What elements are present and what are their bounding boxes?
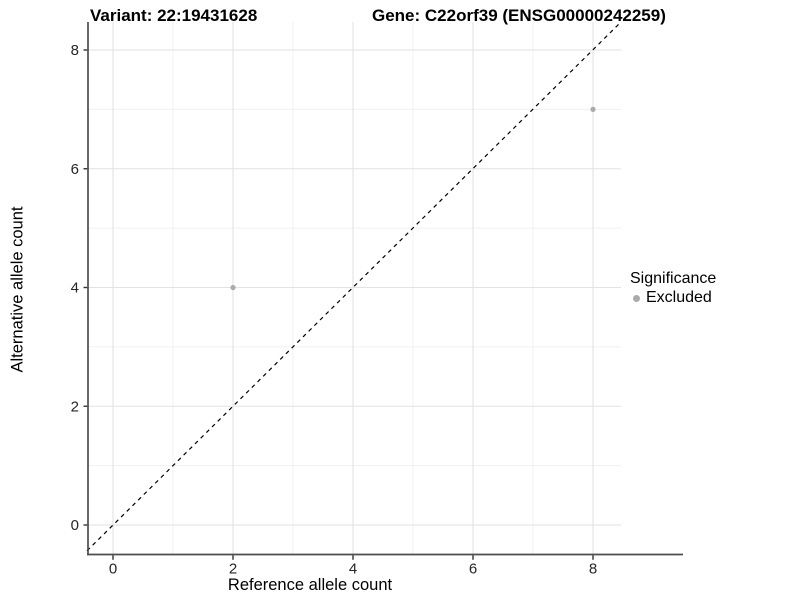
x-axis-title: Reference allele count [227, 576, 393, 594]
y-tick-label: 2 [71, 398, 79, 415]
data-point-2-4 [230, 284, 236, 291]
legend-title: Significance [630, 270, 717, 287]
legend-entry-label: Excluded [646, 289, 712, 306]
y-tick-label: 0 [71, 517, 79, 534]
y-tick-label: 4 [71, 280, 79, 297]
y-axis-title: Alternative allele count [8, 206, 27, 373]
x-tick-label: 6 [469, 561, 477, 578]
legend-point-icon [633, 294, 640, 302]
y-tick-label: 6 [71, 161, 79, 178]
identity-reference-line [86, 21, 622, 552]
x-tick-label: 2 [229, 561, 237, 578]
legend: Significance Excluded [630, 270, 716, 307]
legend-entry-excluded: Excluded [630, 289, 716, 307]
x-tick-label: 0 [109, 561, 117, 578]
chart-title-gene: Gene: C22orf39 (ENSG00000242259) [372, 6, 666, 25]
x-tick-label: 8 [589, 561, 597, 578]
chart-title-variant: Variant: 22:19431628 [90, 6, 258, 25]
x-tick-label: 4 [349, 561, 357, 578]
y-tick-label: 8 [71, 42, 79, 59]
data-point-8-7 [590, 106, 596, 112]
